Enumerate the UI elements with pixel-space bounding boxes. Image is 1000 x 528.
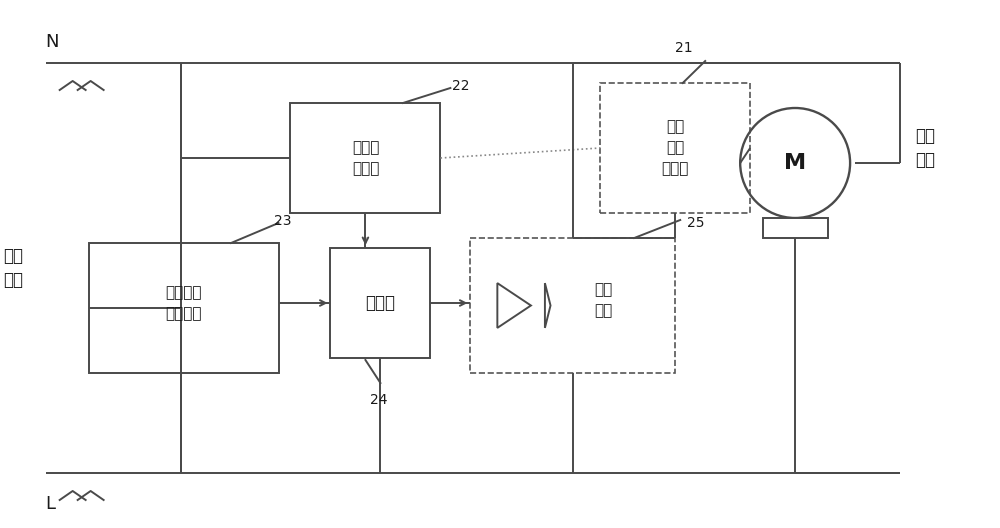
Text: 23: 23 xyxy=(274,214,291,228)
Text: 转子
位置
传感器: 转子 位置 传感器 xyxy=(662,119,689,176)
Text: 同步检
测电路: 同步检 测电路 xyxy=(352,140,379,176)
Text: 单相
电机: 单相 电机 xyxy=(915,127,935,169)
Bar xyxy=(89,243,279,373)
Bar xyxy=(330,248,430,358)
Bar xyxy=(600,83,750,213)
Bar xyxy=(470,238,675,373)
Text: 交流
开关: 交流 开关 xyxy=(594,282,613,318)
Text: 直流电源
生成电路: 直流电源 生成电路 xyxy=(165,285,202,321)
Bar xyxy=(763,218,828,238)
Text: 24: 24 xyxy=(370,393,388,407)
Text: 交流
输入: 交流 输入 xyxy=(3,247,23,289)
Text: M: M xyxy=(784,153,806,173)
Text: L: L xyxy=(46,495,56,513)
Text: 21: 21 xyxy=(675,41,693,55)
Bar xyxy=(290,103,440,213)
Text: 25: 25 xyxy=(687,216,705,230)
Text: N: N xyxy=(46,33,59,51)
Text: 22: 22 xyxy=(452,79,470,93)
Text: 单片机: 单片机 xyxy=(365,294,395,312)
